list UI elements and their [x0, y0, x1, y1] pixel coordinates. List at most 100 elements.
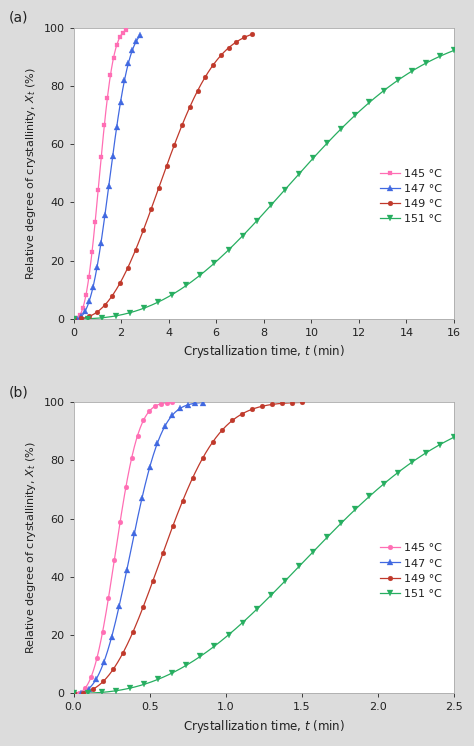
147 °C — [139, 493, 145, 502]
147 °C — [114, 123, 119, 132]
151 °C — [240, 618, 246, 627]
151 °C — [198, 652, 203, 661]
149 °C — [249, 30, 255, 39]
149 °C — [120, 648, 126, 657]
145 °C — [170, 398, 175, 407]
147 °C — [129, 46, 135, 54]
151 °C — [155, 675, 161, 684]
151 °C — [324, 139, 330, 148]
145 °C — [111, 53, 117, 62]
149 °C — [269, 400, 275, 409]
145 °C — [101, 121, 107, 130]
147 °C — [118, 97, 123, 106]
151 °C — [395, 468, 401, 477]
145 °C — [117, 518, 123, 527]
151 °C — [127, 683, 133, 692]
151 °C — [366, 492, 372, 501]
149 °C — [239, 410, 245, 419]
145 °C — [123, 483, 129, 492]
151 °C — [85, 314, 91, 323]
147 °C — [109, 633, 114, 642]
151 °C — [437, 51, 443, 60]
145 °C — [71, 315, 76, 324]
151 °C — [324, 533, 330, 542]
147 °C — [185, 401, 191, 410]
149 °C — [81, 688, 86, 697]
149 °C — [172, 140, 177, 149]
145 °C — [80, 304, 86, 313]
147 °C — [133, 37, 139, 46]
Line: 151 °C: 151 °C — [71, 47, 457, 322]
147 °C — [200, 398, 206, 407]
151 °C — [451, 46, 457, 55]
151 °C — [240, 231, 246, 240]
151 °C — [381, 480, 386, 489]
X-axis label: Crystallization time, $t$ (min): Crystallization time, $t$ (min) — [183, 343, 345, 360]
149 °C — [160, 549, 166, 558]
149 °C — [140, 226, 146, 235]
151 °C — [353, 110, 358, 119]
151 °C — [282, 577, 288, 586]
151 °C — [296, 169, 302, 178]
147 °C — [124, 565, 130, 574]
147 °C — [122, 76, 128, 85]
151 °C — [211, 259, 217, 268]
147 °C — [192, 399, 198, 408]
Line: 151 °C: 151 °C — [71, 434, 457, 697]
151 °C — [169, 668, 175, 677]
145 °C — [108, 70, 113, 79]
151 °C — [381, 87, 386, 95]
147 °C — [101, 657, 107, 666]
145 °C — [158, 399, 164, 408]
151 °C — [451, 433, 457, 442]
147 °C — [79, 312, 84, 321]
147 °C — [117, 601, 122, 610]
145 °C — [164, 398, 170, 407]
145 °C — [117, 33, 123, 42]
147 °C — [86, 684, 91, 693]
149 °C — [125, 263, 131, 272]
147 °C — [91, 282, 96, 291]
145 °C — [94, 654, 100, 663]
149 °C — [133, 245, 138, 254]
151 °C — [395, 76, 401, 85]
151 °C — [169, 290, 175, 299]
145 °C — [99, 152, 104, 161]
147 °C — [74, 314, 80, 323]
149 °C — [241, 33, 247, 42]
147 °C — [137, 31, 143, 40]
Legend: 145 °C, 147 °C, 149 °C, 151 °C: 145 °C, 147 °C, 149 °C, 151 °C — [378, 541, 445, 601]
149 °C — [86, 312, 92, 321]
145 °C — [71, 689, 76, 698]
145 °C — [88, 673, 94, 682]
149 °C — [150, 576, 156, 585]
147 °C — [126, 59, 131, 68]
145 °C — [114, 41, 119, 50]
147 °C — [132, 528, 137, 537]
149 °C — [130, 627, 136, 636]
151 °C — [268, 201, 273, 210]
145 °C — [135, 431, 140, 440]
149 °C — [71, 689, 76, 698]
145 °C — [76, 688, 82, 697]
Line: 149 °C: 149 °C — [71, 400, 304, 696]
149 °C — [110, 665, 116, 674]
151 °C — [113, 686, 118, 695]
145 °C — [146, 407, 152, 416]
149 °C — [279, 399, 285, 408]
Y-axis label: Relative degree of crystallinity, $X_t$ (%): Relative degree of crystallinity, $X_t$ … — [24, 67, 38, 280]
Line: 147 °C: 147 °C — [71, 399, 206, 697]
149 °C — [259, 402, 265, 411]
Y-axis label: Relative degree of crystallinity, $X_t$ (%): Relative degree of crystallinity, $X_t$ … — [24, 442, 38, 654]
151 °C — [141, 304, 147, 313]
145 °C — [100, 627, 106, 636]
151 °C — [226, 630, 231, 639]
151 °C — [423, 59, 428, 68]
151 °C — [423, 448, 428, 457]
145 °C — [95, 186, 101, 195]
151 °C — [183, 661, 189, 670]
147 °C — [170, 410, 175, 419]
151 °C — [437, 440, 443, 449]
145 °C — [129, 453, 135, 462]
151 °C — [310, 548, 316, 557]
